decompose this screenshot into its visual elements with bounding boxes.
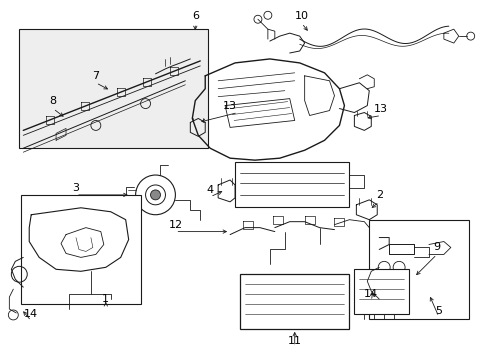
Text: 13: 13 bbox=[373, 104, 387, 113]
Text: 11: 11 bbox=[287, 336, 301, 346]
Text: 8: 8 bbox=[49, 96, 57, 105]
Bar bbox=[19, 29, 208, 148]
Text: 1: 1 bbox=[102, 294, 109, 304]
Text: 13: 13 bbox=[223, 100, 237, 111]
Bar bbox=[368, 220, 468, 319]
Text: 14: 14 bbox=[364, 289, 378, 299]
Text: 14: 14 bbox=[24, 309, 38, 319]
Text: 7: 7 bbox=[92, 71, 99, 81]
Text: 9: 9 bbox=[432, 243, 440, 252]
Text: 12: 12 bbox=[168, 220, 182, 230]
Bar bbox=[235, 162, 349, 207]
Text: 6: 6 bbox=[191, 11, 199, 21]
Bar bbox=[354, 269, 408, 314]
Text: 2: 2 bbox=[375, 190, 382, 200]
Ellipse shape bbox=[150, 190, 160, 200]
Text: 10: 10 bbox=[294, 11, 308, 21]
Text: 3: 3 bbox=[72, 183, 80, 193]
Bar bbox=[240, 274, 349, 329]
Text: 4: 4 bbox=[206, 185, 213, 195]
Bar bbox=[21, 195, 141, 304]
Text: 5: 5 bbox=[434, 306, 442, 316]
